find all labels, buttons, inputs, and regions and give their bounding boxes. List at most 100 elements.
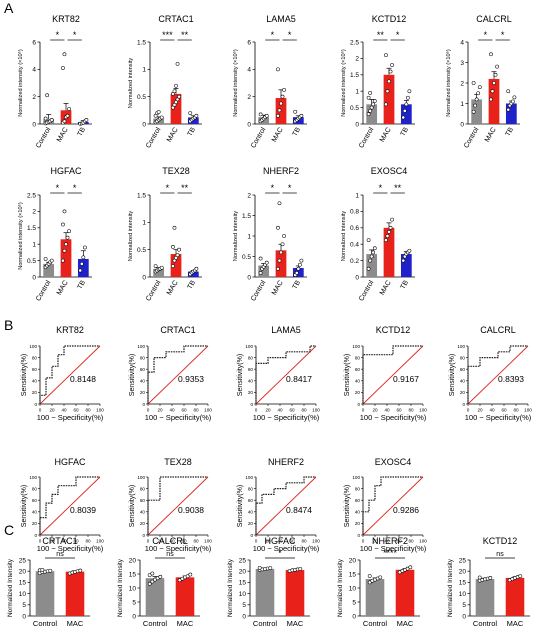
panel-a-calcrl-data-point [506, 107, 511, 112]
panel-b-krt82-y-label: Sensitivity(%) [21, 354, 28, 396]
panel-a-crtac1-data-point [177, 94, 181, 99]
panel-c-calcrl-x-tick-label: Control [143, 619, 168, 628]
panel-b-krt82-x-label: 100 − Specificity(%) [37, 413, 104, 422]
panel-c-calcrl-bar [145, 578, 165, 616]
panel-b-tex28-reference-line [147, 476, 209, 536]
panel-a-crtac1-title: CRTAC1 [158, 14, 193, 24]
panel-b-hgfac-x-tick-label: 80 [85, 539, 91, 544]
panel-a-nherf2-data-point [258, 271, 263, 275]
panel-b-exosc4-reference-line [362, 476, 424, 536]
panel-a-crtac1-data-point [194, 113, 199, 118]
panel-a-crtac1-x-tick-label: TB [187, 126, 198, 138]
panel-b-hgfac-y-tick-label: 40 [32, 510, 38, 515]
panel-a-calcrl-data-point [495, 64, 499, 69]
panel-c-nherf2-y-tick-label: 10 [349, 585, 357, 592]
panel-c-hgfac-y-label: Normalized Intensity [227, 558, 234, 617]
panel-a-crtac1-y-label: Normalized intensity [128, 58, 134, 109]
panel-c-hgfac-y-tick-label: 25 [239, 557, 247, 564]
panel-c-calcrl-data-point [147, 573, 152, 577]
panel-a-kctd12-significance-label: ** [377, 30, 385, 40]
panel-a-kctd12-data-point [384, 53, 388, 57]
panel-a-hgfac-data-point [49, 258, 54, 263]
panel-b-hgfac-x-label: 100 − Specificity(%) [37, 544, 104, 553]
panel-b-nherf2-roc-chart: NHERF2 00 20 20 40 40 60 60 80 80 100 100 0.8474 Sens… [237, 457, 320, 553]
panel-a-exosc4-chart: EXOSC4 0 0.2 0.4 0.6 0.8 1 Normalized intensity… [341, 166, 415, 303]
panel-a-lama5-data-point [282, 87, 286, 92]
panel-a-hgfac-data-point [81, 255, 86, 260]
panel-a-calcrl-data-point [493, 72, 498, 77]
panel-a-kctd12-data-point [390, 63, 394, 67]
panel-b-exosc4-x-tick-label: 40 [384, 539, 390, 544]
panel-a-nherf2-bar [275, 250, 287, 277]
panel-c-crtac1-data-point [78, 568, 83, 573]
panel-a-kctd12-y-label: Normalized intensity (×10⁶) [340, 49, 347, 117]
panel-a-tex28-data-point [159, 265, 164, 270]
panel-c-crtac1-significance-label: ns [56, 551, 64, 558]
panel-c-nherf2-title: NHERF2 [372, 536, 408, 546]
panel-a-hgfac-data-point [62, 209, 67, 214]
panel-a-exosc4-y-tick-label: 0 [355, 274, 359, 281]
panel-a-lama5-data-point [264, 113, 269, 118]
panel-c-calcrl-x-tick-label: MAC [177, 619, 194, 628]
panel-a-crtac1-chart: CRTAC1 0 0.5 1 1.5 Normalized intensity Contro… [128, 14, 202, 150]
panel-a-kctd12-data-point [404, 102, 409, 107]
panel-b-crtac1-x-tick-label: 60 [181, 408, 187, 413]
panel-a-hgfac-data-point [61, 258, 65, 263]
panel-a-krt82-significance-label: * [73, 30, 77, 40]
panel-a-krt82-data-point [62, 119, 67, 124]
panel-a-exosc4-bar [366, 254, 378, 277]
panel-b-hgfac-roc-chart: HGFAC 00 20 20 40 40 60 60 80 80 100 100 0.8039 Sensi… [21, 457, 104, 553]
panel-a-hgfac-bar [43, 263, 55, 277]
panel-b-crtac1-x-label: 100 − Specificity(%) [145, 413, 212, 422]
panel-a-crtac1-y-tick-label: 0.5 [137, 94, 146, 101]
panel-b-lama5-y-tick-label: 40 [248, 379, 254, 384]
panel-b-tex28-auc-label: 0.9038 [178, 505, 204, 515]
panel-a-tex28-y-tick-label: 0.5 [137, 247, 146, 254]
panel-c-hgfac-y-tick-label: 0 [242, 613, 246, 620]
panel-b-calcrl-y-tick-label: 0 [462, 402, 465, 407]
panel-a-lama5-significance-label: * [288, 30, 292, 40]
panel-c-nherf2-significance-label: **** [383, 548, 398, 558]
panel-b-tex28-y-tick-label: 80 [140, 486, 146, 491]
panel-b-exosc4-x-tick-label: 100 [419, 539, 427, 544]
panel-a-exosc4-data-point [407, 248, 412, 253]
panel-b-krt82-y-tick-label: 100 [29, 344, 37, 349]
panel-b-lama5-x-tick-label: 80 [301, 408, 307, 413]
panel-a-tex28-bar [187, 271, 199, 277]
panel-c-hgfac-significance-label: * [278, 548, 282, 558]
panel-a-calcrl-x-tick-label: MAC [484, 127, 498, 144]
panel-c-nherf2-data-point [408, 565, 413, 570]
panel-a-krt82-data-point [43, 116, 48, 121]
panel-a-kctd12-data-point [372, 99, 377, 103]
panel-b-krt82-y-tick-label: 60 [32, 367, 38, 372]
panel-b-calcrl-y-label: Sensitivity(%) [449, 354, 456, 396]
panel-a-crtac1-data-point [156, 110, 161, 114]
panel-a-calcrl-data-point [474, 97, 479, 102]
panel-b-calcrl-x-label: 100 − Specificity(%) [465, 413, 532, 422]
panel-a-calcrl-data-point [506, 89, 511, 94]
panel-a-lama5-data-point [279, 101, 283, 106]
panel-c-crtac1-bar [65, 571, 85, 616]
panel-a-hgfac-y-tick-label: 1 [32, 242, 36, 249]
panel-a-lama5-x-tick-label: Control [250, 126, 268, 149]
panel-b-krt82-y-tick-label: 40 [32, 379, 38, 384]
panel-c-calcrl-y-tick-label: 5 [132, 599, 136, 606]
panel-b-calcrl-y-tick-label: 100 [457, 344, 465, 349]
panel-a-hgfac-y-label: Normalized intensity (×10⁶) [17, 202, 24, 270]
panel-b-calcrl-auc-label: 0.8393 [498, 374, 524, 384]
panel-a-hgfac-y-tick-label: 0.5 [27, 258, 36, 265]
panel-a-exosc4-x-tick-label: MAC [379, 280, 393, 297]
panel-a-lama5-data-point [258, 112, 263, 117]
panel-b-kctd12-x-tick-label: 80 [408, 408, 414, 413]
panel-c-nherf2-x-tick-label: MAC [397, 619, 414, 628]
panel-c-kctd12-y-tick-label: 20 [459, 569, 467, 576]
panel-a-nherf2-data-point [264, 260, 269, 265]
panel-a-lama5-y-tick-label: 4 [247, 67, 251, 74]
panel-b-calcrl-y-tick-label: 80 [460, 355, 466, 360]
panel-b-nherf2-y-tick-label: 20 [248, 521, 254, 526]
panel-a-nherf2-significance-label: * [271, 183, 275, 193]
panel-a-nherf2-y-tick-label: 1.5 [242, 213, 251, 220]
panel-a-crtac1-data-point [175, 97, 180, 102]
panel-b-kctd12-x-tick-label: 0 [362, 408, 365, 413]
